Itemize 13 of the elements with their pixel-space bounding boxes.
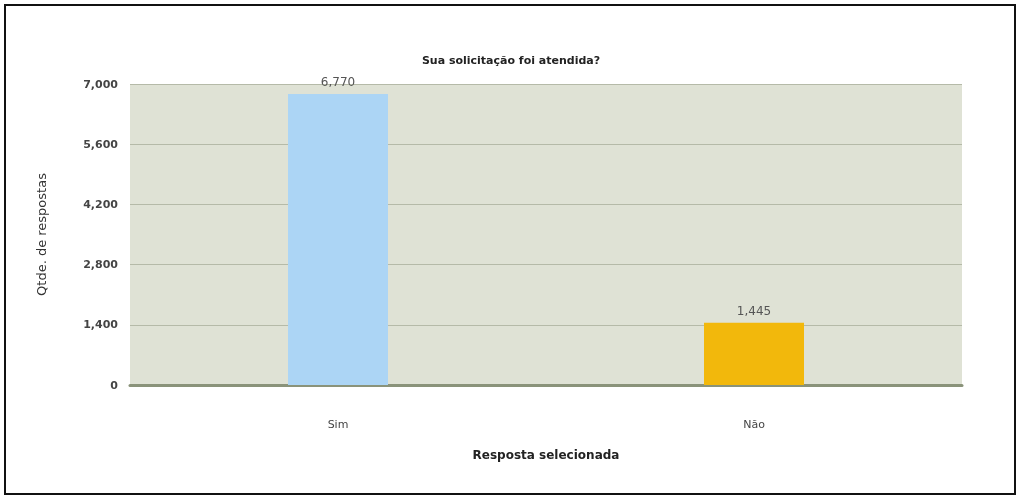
y-tick-label: 1,400: [83, 318, 119, 332]
x-tick-label: Sim: [327, 418, 349, 431]
y-tick-label: 4,200: [83, 197, 119, 211]
y-tick-label: 5,600: [83, 137, 119, 151]
y-tick-label: 0: [110, 378, 119, 392]
y-tick-label: 7,000: [83, 77, 119, 91]
y-tick-label: 2,800: [83, 258, 119, 272]
data-label: 1,445: [736, 303, 772, 318]
x-axis-title: Resposta selecionada: [472, 448, 620, 462]
chart-title: Sua solicitação foi atendida?: [421, 54, 601, 67]
data-label: 6,770: [320, 74, 356, 89]
y-axis-title: Qtde. de respostas: [34, 172, 49, 296]
x-tick-label: Não: [743, 418, 766, 431]
